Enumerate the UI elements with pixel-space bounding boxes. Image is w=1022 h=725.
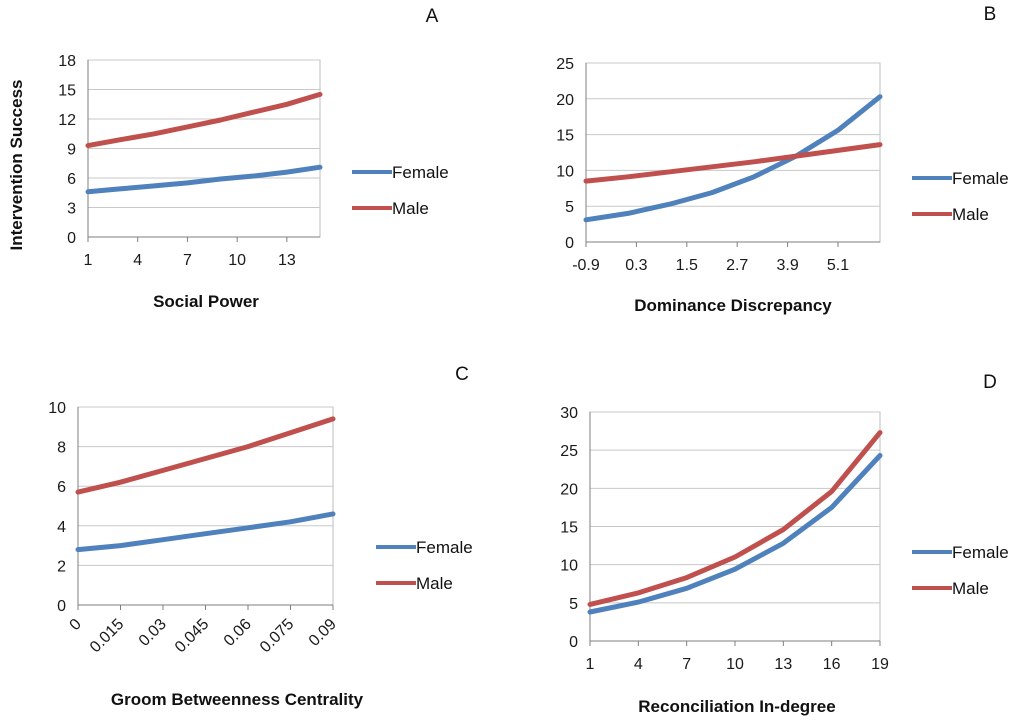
series-line-male <box>583 142 883 184</box>
y-tick-label: 10 <box>560 558 578 575</box>
series-line-male <box>85 91 323 149</box>
y-tick-label: 0 <box>57 598 66 615</box>
x-tick-label: 0.075 <box>257 616 297 656</box>
y-axis-title: Intervention Success <box>7 79 26 250</box>
x-tick-label: 0.06 <box>221 616 255 650</box>
y-tick-label: 5 <box>565 199 574 216</box>
x-tick-label: 10 <box>228 252 246 269</box>
y-tick-label: 5 <box>569 596 578 613</box>
x-tick-label: 0 <box>67 616 85 634</box>
legend-label-male: Male <box>952 205 989 224</box>
x-axis-title: Groom Betweenness Centrality <box>111 690 364 709</box>
y-tick-label: 15 <box>560 520 578 537</box>
legend-label-female: Female <box>952 169 1009 188</box>
y-tick-label: 20 <box>560 481 578 498</box>
y-tick-label: 6 <box>57 479 66 496</box>
y-tick-label: 2 <box>57 558 66 575</box>
x-tick-label: 13 <box>774 656 792 673</box>
x-tick-label: 2.7 <box>726 257 748 274</box>
y-tick-label: 0 <box>569 634 578 651</box>
x-tick-label: 0.03 <box>136 616 170 650</box>
y-tick-label: 10 <box>556 163 574 180</box>
panel-letter: C <box>455 364 469 385</box>
x-tick-label: 0.045 <box>172 616 212 656</box>
y-tick-label: 25 <box>556 56 574 73</box>
y-tick-label: 8 <box>57 440 66 457</box>
x-tick-label: 4 <box>634 656 643 673</box>
series-line-female <box>587 453 883 615</box>
series-line-male <box>587 430 883 607</box>
y-tick-label: 6 <box>67 171 76 188</box>
y-tick-label: 25 <box>560 443 578 460</box>
plot-area <box>77 406 334 606</box>
x-tick-label: 19 <box>871 656 889 673</box>
y-tick-label: 15 <box>556 128 574 145</box>
series-line-female <box>75 511 336 553</box>
y-tick-label: 9 <box>67 142 76 159</box>
legend-label-female: Female <box>392 163 449 182</box>
y-tick-label: 30 <box>560 405 578 422</box>
x-tick-label: 10 <box>726 656 744 673</box>
legend-label-female: Female <box>416 538 473 557</box>
x-tick-label: 1 <box>586 656 595 673</box>
x-tick-label: -0.9 <box>572 257 600 274</box>
x-axis-title: Social Power <box>153 292 259 311</box>
legend-label-male: Male <box>392 199 429 218</box>
chart-panel-d: 0 5 10 15 20 25 30 1 4 7 10 13 16 19 Female Male Reconci… <box>560 372 1008 716</box>
panel-letter: A <box>426 6 439 27</box>
y-tick-label: 4 <box>57 519 66 536</box>
legend-label-male: Male <box>952 579 989 598</box>
legend-label-male: Male <box>416 574 453 593</box>
y-tick-label: 3 <box>67 201 76 218</box>
y-tick-label: 18 <box>58 53 76 70</box>
y-tick-label: 10 <box>48 400 66 417</box>
y-tick-label: 0 <box>67 230 76 247</box>
x-tick-label: 5.1 <box>827 257 849 274</box>
y-tick-label: 12 <box>58 112 76 129</box>
chart-panel-a: 0 3 6 9 12 15 18 1 4 7 10 13 Female Male Social Power I… <box>7 6 449 311</box>
x-tick-label: 16 <box>823 656 841 673</box>
y-tick-label: 0 <box>565 235 574 252</box>
series-line-female <box>85 164 323 195</box>
x-tick-label: 0.09 <box>306 616 340 650</box>
y-tick-label: 15 <box>58 83 76 100</box>
x-tick-label: 0.015 <box>87 616 127 656</box>
x-tick-label: 1 <box>84 252 93 269</box>
x-axis-title: Dominance Discrepancy <box>634 296 832 315</box>
series-line-male <box>75 416 336 495</box>
x-tick-label: 7 <box>183 252 192 269</box>
x-tick-label: 13 <box>278 252 296 269</box>
chart-panel-b: 0 5 10 15 20 25 -0.9 0.3 1.5 2.7 3.9 5.1 Female Male D… <box>556 4 1008 315</box>
series-line-female <box>583 94 883 223</box>
x-tick-label: 0.3 <box>625 257 647 274</box>
y-tick-label: 20 <box>556 92 574 109</box>
x-tick-label: 7 <box>682 656 691 673</box>
legend-label-female: Female <box>952 543 1009 562</box>
x-tick-label: 1.5 <box>676 257 698 274</box>
panel-letter: B <box>984 4 997 25</box>
x-axis-title: Reconciliation In-degree <box>638 697 835 716</box>
panel-letter: D <box>983 372 997 393</box>
x-tick-label: 4 <box>133 252 142 269</box>
x-tick-label: 3.9 <box>776 257 798 274</box>
